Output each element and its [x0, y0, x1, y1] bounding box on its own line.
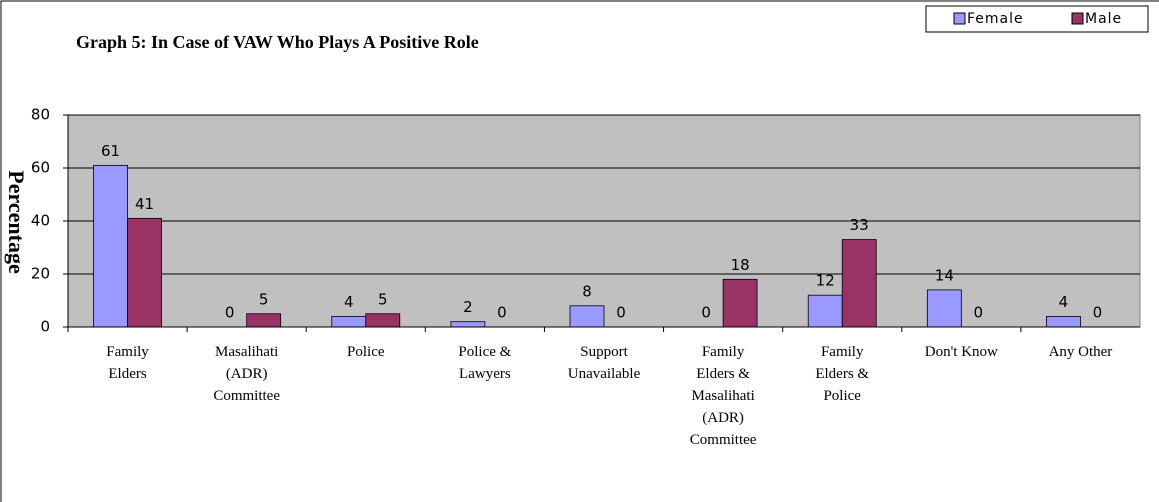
- data-label: 8: [582, 282, 592, 300]
- bar: [807, 294, 843, 328]
- y-tick-label: 60: [31, 159, 50, 177]
- x-tick-label: Support Unavailable: [567, 344, 641, 382]
- x-tick-label: Don't Know: [924, 344, 998, 360]
- data-label: 0: [616, 304, 626, 322]
- bar: [365, 313, 401, 328]
- data-label: 0: [701, 304, 711, 322]
- y-tick-label: 80: [31, 106, 50, 124]
- bar: [331, 315, 367, 328]
- x-tick-label: Any Other: [1048, 344, 1113, 360]
- legend-swatch: [953, 12, 966, 25]
- data-label: 0: [974, 304, 984, 322]
- data-label: 0: [225, 304, 235, 322]
- data-label: 0: [497, 304, 507, 322]
- x-tick-label: Family Elders & Police: [815, 344, 870, 404]
- data-label: 5: [378, 290, 388, 308]
- bar: [246, 313, 282, 328]
- bar: [93, 164, 128, 328]
- y-axis-label: Percentage: [4, 170, 29, 274]
- x-tick-label: Family Elders & Masalihati (ADR) Committ…: [689, 344, 757, 448]
- bar: [926, 289, 962, 328]
- data-label: 41: [135, 195, 154, 213]
- legend-label: Female: [967, 11, 1024, 27]
- x-tick-label: Police & Lawyers: [458, 344, 512, 382]
- bar: [1046, 315, 1081, 328]
- x-tick-label: Masalihati (ADR) Committee: [213, 344, 280, 404]
- data-label: 14: [935, 266, 954, 284]
- bar: [450, 321, 486, 328]
- legend-label: Male: [1085, 11, 1122, 27]
- data-label: 12: [816, 272, 835, 290]
- data-label: 4: [344, 293, 354, 311]
- bar: [722, 278, 758, 328]
- data-label: 18: [731, 256, 750, 274]
- bar: [569, 305, 605, 328]
- data-label: 4: [1059, 293, 1069, 311]
- x-tick-label: Police: [347, 344, 385, 360]
- y-tick-label: 20: [31, 265, 50, 283]
- bar: [127, 217, 162, 328]
- data-label: 33: [850, 216, 869, 234]
- data-label: 2: [463, 298, 473, 316]
- chart-title: Graph 5: In Case of VAW Who Plays A Posi…: [76, 32, 479, 52]
- data-label: 0: [1093, 304, 1103, 322]
- bar: [841, 239, 877, 328]
- y-tick-label: 40: [31, 212, 50, 230]
- data-label: 61: [101, 142, 120, 160]
- data-label: 5: [259, 290, 269, 308]
- y-tick-label: 0: [40, 318, 50, 336]
- legend-swatch: [1071, 12, 1084, 25]
- x-tick-label: Family Elders: [106, 344, 149, 382]
